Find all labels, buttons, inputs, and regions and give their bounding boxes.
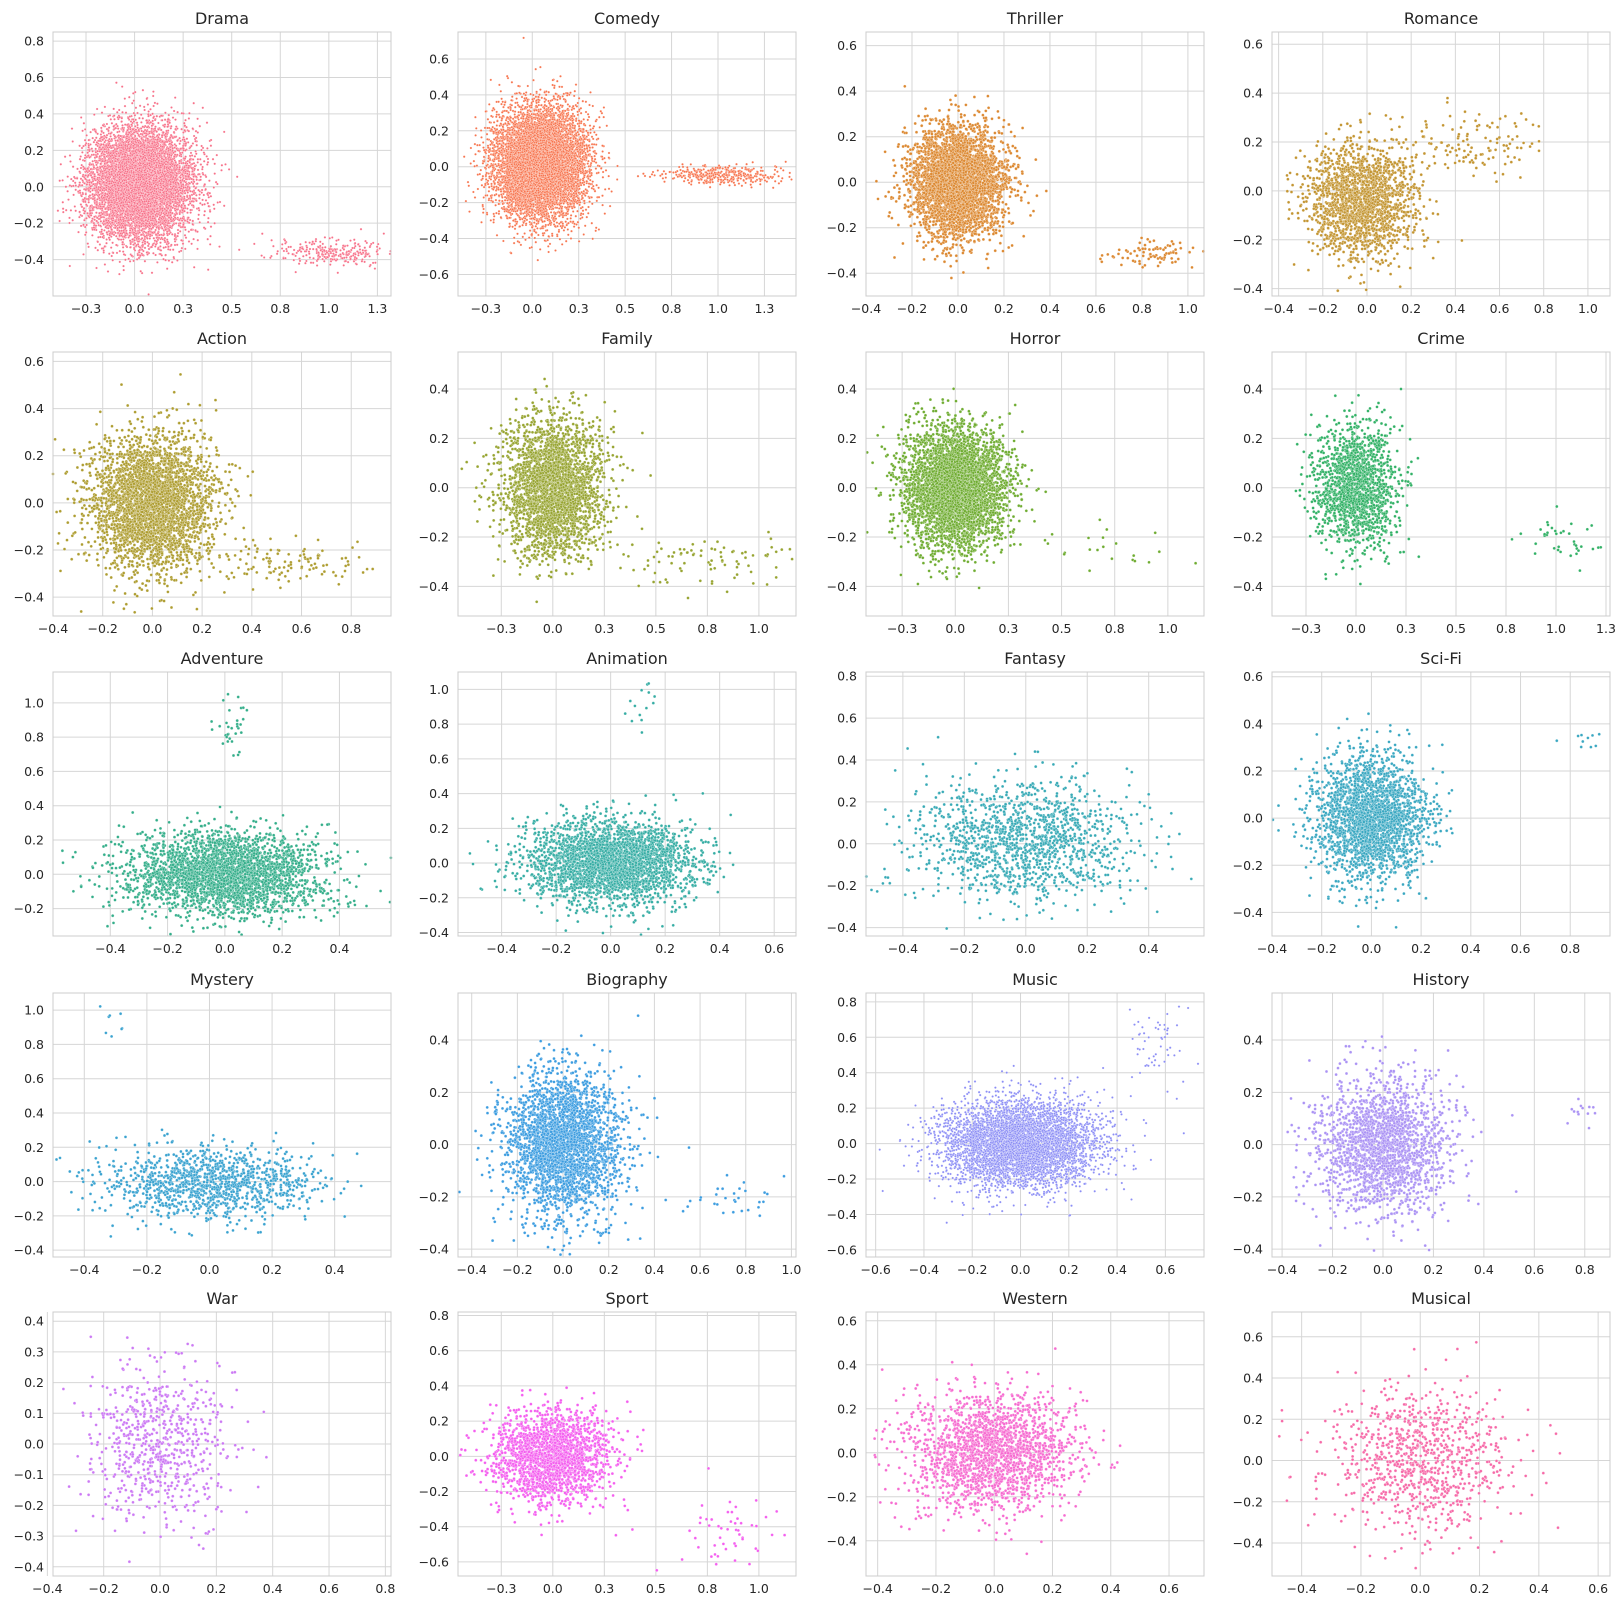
scatter-point	[78, 145, 80, 147]
scatter-point	[363, 261, 365, 263]
scatter-point	[136, 124, 138, 126]
scatter-point	[68, 222, 70, 224]
scatter-point	[199, 202, 201, 204]
scatter-point	[192, 142, 194, 144]
scatter-point	[345, 260, 347, 262]
scatter-point	[312, 248, 314, 250]
scatter-point	[85, 134, 87, 136]
scatter-point	[299, 243, 301, 245]
scatter-point	[213, 204, 215, 206]
scatter-point	[170, 244, 172, 246]
scatter-point	[207, 221, 209, 223]
scatter-point	[95, 267, 97, 269]
scatter-point	[383, 232, 385, 234]
scatter-point	[203, 214, 205, 216]
scatter-point	[172, 116, 174, 118]
scatter-point	[120, 238, 122, 240]
scatter-point	[201, 168, 203, 170]
scatter-point	[116, 111, 118, 113]
scatter-point	[193, 185, 195, 187]
scatter-point	[89, 131, 91, 133]
scatter-point	[315, 238, 317, 240]
scatter-point	[220, 169, 222, 171]
scatter-point	[128, 258, 130, 260]
scatter-point	[362, 249, 364, 251]
scatter-point	[100, 133, 102, 135]
scatter-point	[186, 212, 188, 214]
scatter-point	[97, 249, 99, 251]
scatter-point	[162, 258, 164, 260]
scatter-point	[62, 208, 64, 210]
scatter-point	[154, 102, 156, 104]
scatter-point	[73, 176, 75, 178]
scatter-point	[143, 109, 145, 111]
scatter-point	[208, 196, 210, 198]
scatter-point	[107, 270, 109, 272]
scatter-point	[272, 245, 274, 247]
scatter-point	[305, 241, 307, 243]
scatter-point	[207, 238, 209, 240]
panel-drama: −0.3 0.0 0.3 0.5 0.8 1.0 1.3−0.4−0.20.00.20.40…	[14, 9, 392, 316]
scatter-point	[319, 241, 321, 243]
scatter-point	[197, 161, 199, 163]
scatter-point	[121, 124, 123, 126]
scatter-point	[164, 119, 166, 121]
scatter-point	[121, 120, 123, 122]
scatter-point	[93, 113, 95, 115]
scatter-point	[123, 269, 125, 271]
scatter-point	[206, 147, 208, 149]
scatter-point	[164, 259, 166, 261]
scatter-point	[144, 260, 146, 262]
scatter-point	[198, 197, 200, 199]
scatter-point	[72, 194, 74, 196]
scatter-point	[122, 246, 124, 248]
scatter-point	[253, 243, 255, 245]
scatter-point	[305, 254, 307, 256]
scatter-point	[115, 235, 117, 237]
scatter-point	[134, 125, 136, 127]
scatter-point	[346, 244, 348, 246]
scatter-point	[151, 272, 153, 274]
scatter-point	[218, 245, 220, 247]
scatter-point	[72, 219, 74, 221]
scatter-point	[122, 238, 124, 240]
scatter-point	[113, 118, 115, 120]
scatter-point	[171, 261, 173, 263]
scatter-point	[199, 125, 201, 127]
scatter-point	[186, 138, 188, 140]
scatter-point	[309, 256, 311, 258]
scatter-point	[196, 179, 198, 181]
scatter-point	[140, 121, 142, 123]
scatter-point	[316, 264, 318, 266]
scatter-point	[213, 208, 215, 210]
scatter-point	[368, 255, 370, 257]
scatter-point	[75, 184, 77, 186]
scatter-point	[339, 249, 341, 251]
scatter-point	[136, 112, 138, 114]
scatter-point	[337, 272, 339, 274]
scatter-point	[129, 229, 131, 231]
scatter-point	[84, 128, 86, 130]
scatter-point	[156, 103, 158, 105]
